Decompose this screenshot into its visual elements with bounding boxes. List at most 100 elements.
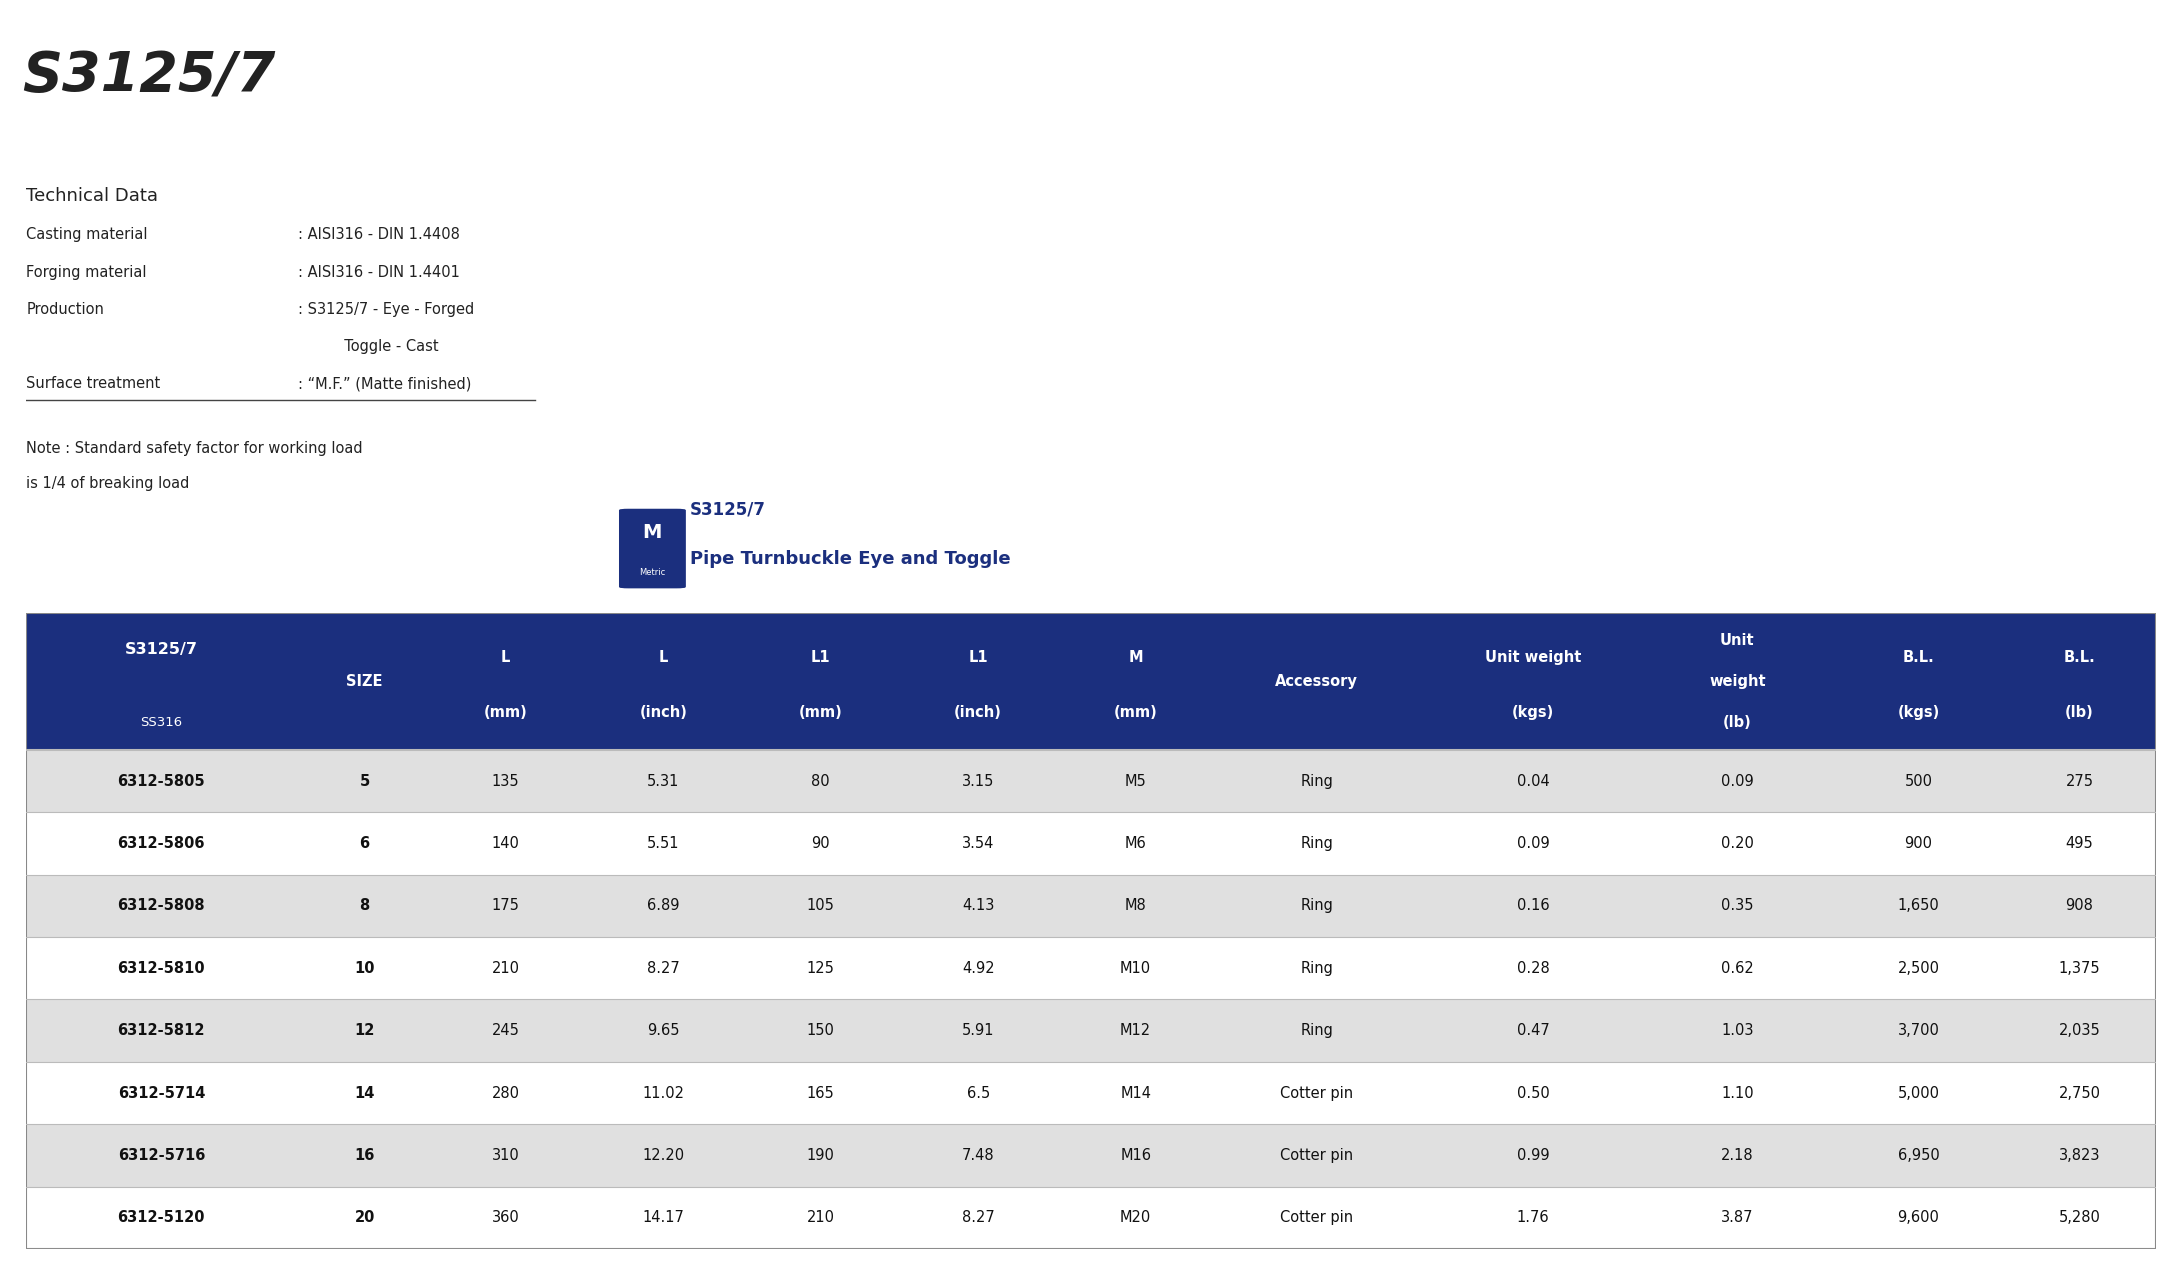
Text: 3,823: 3,823 xyxy=(2058,1149,2099,1163)
Text: M6: M6 xyxy=(1124,836,1146,851)
Text: 6312-5805: 6312-5805 xyxy=(118,773,205,789)
Text: L: L xyxy=(659,650,668,665)
Text: 9.65: 9.65 xyxy=(646,1023,679,1038)
Text: 125: 125 xyxy=(807,960,836,976)
Text: L1: L1 xyxy=(969,650,988,665)
Text: Unit weight: Unit weight xyxy=(1484,650,1582,665)
Text: 210: 210 xyxy=(807,1211,836,1225)
Text: 6,950: 6,950 xyxy=(1898,1149,1940,1163)
Bar xyxy=(26,1124,2156,1187)
Text: 9,600: 9,600 xyxy=(1898,1211,1940,1225)
Text: 0.62: 0.62 xyxy=(1722,960,1754,976)
Text: (inch): (inch) xyxy=(639,705,687,720)
Text: B.L.: B.L. xyxy=(2064,650,2095,665)
Text: M12: M12 xyxy=(1119,1023,1152,1038)
Text: Ring: Ring xyxy=(1300,773,1333,789)
Text: 310: 310 xyxy=(491,1149,519,1163)
Text: M16: M16 xyxy=(1119,1149,1152,1163)
Text: 80: 80 xyxy=(812,773,829,789)
Bar xyxy=(26,749,2156,813)
Text: M5: M5 xyxy=(1124,773,1146,789)
Text: 4.13: 4.13 xyxy=(962,898,995,913)
Text: 5.51: 5.51 xyxy=(646,836,679,851)
Text: Metric: Metric xyxy=(639,567,666,576)
Text: 908: 908 xyxy=(2066,898,2093,913)
Text: 245: 245 xyxy=(491,1023,519,1038)
FancyBboxPatch shape xyxy=(620,509,685,588)
Text: 0.20: 0.20 xyxy=(1722,836,1754,851)
Text: M14: M14 xyxy=(1119,1085,1152,1100)
Text: 495: 495 xyxy=(2066,836,2093,851)
Text: 3.54: 3.54 xyxy=(962,836,995,851)
Text: 0.09: 0.09 xyxy=(1722,773,1754,789)
Text: 6312-5806: 6312-5806 xyxy=(118,836,205,851)
Text: 20: 20 xyxy=(353,1211,375,1225)
Text: Technical Data: Technical Data xyxy=(26,187,157,205)
Text: L1: L1 xyxy=(812,650,831,665)
Text: : S3125/7 - Eye - Forged: : S3125/7 - Eye - Forged xyxy=(299,301,473,317)
Text: Unit: Unit xyxy=(1719,632,1754,647)
Text: 5,000: 5,000 xyxy=(1898,1085,1940,1100)
Text: 3.15: 3.15 xyxy=(962,773,995,789)
Text: 6: 6 xyxy=(360,836,369,851)
Text: 5.31: 5.31 xyxy=(648,773,679,789)
Text: Accessory: Accessory xyxy=(1274,674,1357,689)
Text: 1,375: 1,375 xyxy=(2058,960,2101,976)
Text: 12.20: 12.20 xyxy=(642,1149,685,1163)
Text: 11.02: 11.02 xyxy=(642,1085,685,1100)
Text: 3.87: 3.87 xyxy=(1722,1211,1754,1225)
Text: M: M xyxy=(644,523,661,542)
Text: (lb): (lb) xyxy=(2064,705,2095,720)
Text: M: M xyxy=(1128,650,1143,665)
Text: B.L.: B.L. xyxy=(1903,650,1933,665)
Text: 275: 275 xyxy=(2066,773,2093,789)
Bar xyxy=(26,937,2156,1000)
Text: 14.17: 14.17 xyxy=(642,1211,685,1225)
Text: 2,750: 2,750 xyxy=(2058,1085,2101,1100)
Text: 6312-5812: 6312-5812 xyxy=(118,1023,205,1038)
Text: Note : Standard safety factor for working load: Note : Standard safety factor for workin… xyxy=(26,440,362,455)
Text: 1.76: 1.76 xyxy=(1516,1211,1549,1225)
Text: 2.18: 2.18 xyxy=(1722,1149,1754,1163)
Text: (kgs): (kgs) xyxy=(1898,705,1940,720)
Text: 0.47: 0.47 xyxy=(1516,1023,1549,1038)
Text: 500: 500 xyxy=(1905,773,1933,789)
Text: 0.04: 0.04 xyxy=(1516,773,1549,789)
Text: S3125/7: S3125/7 xyxy=(22,50,275,103)
Text: 6312-5810: 6312-5810 xyxy=(118,960,205,976)
Text: Ring: Ring xyxy=(1300,898,1333,913)
Text: 5.91: 5.91 xyxy=(962,1023,995,1038)
Text: (mm): (mm) xyxy=(799,705,842,720)
Text: : AISI316 - DIN 1.4401: : AISI316 - DIN 1.4401 xyxy=(299,265,460,280)
Text: 0.50: 0.50 xyxy=(1516,1085,1549,1100)
Text: (inch): (inch) xyxy=(954,705,1002,720)
Text: 0.35: 0.35 xyxy=(1722,898,1754,913)
Text: 1.03: 1.03 xyxy=(1722,1023,1754,1038)
Text: L: L xyxy=(502,650,511,665)
Text: 8.27: 8.27 xyxy=(646,960,679,976)
Bar xyxy=(26,875,2156,937)
Text: 0.16: 0.16 xyxy=(1516,898,1549,913)
Text: 2,035: 2,035 xyxy=(2058,1023,2101,1038)
Text: 4.92: 4.92 xyxy=(962,960,995,976)
Text: Cotter pin: Cotter pin xyxy=(1281,1211,1353,1225)
Text: 12: 12 xyxy=(353,1023,375,1038)
Text: 0.28: 0.28 xyxy=(1516,960,1549,976)
Bar xyxy=(26,1000,2156,1062)
Text: Toggle - Cast: Toggle - Cast xyxy=(299,338,439,354)
Text: (mm): (mm) xyxy=(1113,705,1156,720)
Text: 0.99: 0.99 xyxy=(1516,1149,1549,1163)
Text: 6.5: 6.5 xyxy=(967,1085,991,1100)
Bar xyxy=(26,1062,2156,1124)
Text: Pipe Turnbuckle Eye and Toggle: Pipe Turnbuckle Eye and Toggle xyxy=(690,550,1010,567)
Text: (kgs): (kgs) xyxy=(1512,705,1554,720)
Bar xyxy=(26,613,2156,749)
Text: 10: 10 xyxy=(353,960,375,976)
Text: Ring: Ring xyxy=(1300,960,1333,976)
Text: 6312-5808: 6312-5808 xyxy=(118,898,205,913)
Text: weight: weight xyxy=(1709,674,1765,689)
Text: SIZE: SIZE xyxy=(347,674,382,689)
Text: 6312-5716: 6312-5716 xyxy=(118,1149,205,1163)
Text: 8.27: 8.27 xyxy=(962,1211,995,1225)
Text: 8: 8 xyxy=(360,898,369,913)
